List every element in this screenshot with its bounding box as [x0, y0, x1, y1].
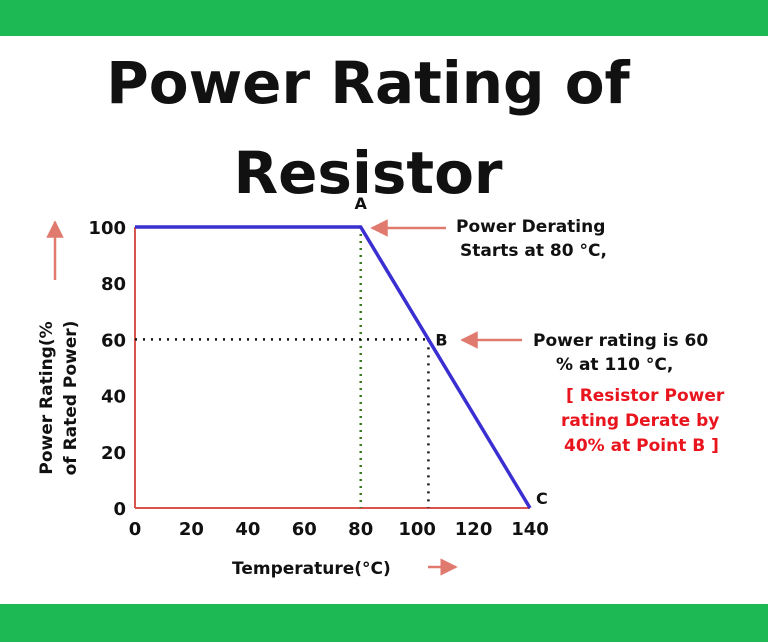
- x-tick-label: 0: [129, 519, 142, 540]
- title-line-2: Resistor: [233, 139, 503, 207]
- point-label-a: A: [355, 194, 368, 213]
- x-tick-label: 80: [348, 519, 373, 540]
- series-line: [135, 225, 532, 509]
- y-axis-label-line-2: of Rated Power): [61, 321, 81, 476]
- annotation-b-line-2: % at 110 °C,: [556, 355, 673, 375]
- annotation-a-line-1: Power Derating: [456, 217, 605, 237]
- annotation-b-line-1: Power rating is 60: [533, 331, 708, 351]
- note-line-3: 40% at Point B ]: [564, 436, 719, 456]
- x-tick-label: 100: [398, 519, 436, 540]
- y-tick-label: 0: [113, 499, 126, 520]
- x-tick-label: 20: [179, 519, 204, 540]
- y-tick-label: 80: [101, 274, 126, 295]
- y-tick-label: 20: [101, 443, 126, 464]
- x-tick-label: 140: [511, 519, 549, 540]
- x-tick-label: 120: [455, 519, 493, 540]
- x-tick-label: 40: [235, 519, 260, 540]
- x-axis-label: Temperature(°C): [232, 559, 391, 579]
- y-tick-label: 60: [101, 330, 126, 351]
- bottom-green-band: [0, 604, 768, 642]
- y-tick-label: 100: [88, 218, 126, 239]
- note-line-1: [ Resistor Power: [566, 386, 725, 406]
- annotation-a-line-2: Starts at 80 °C,: [460, 241, 607, 261]
- top-green-band: [0, 0, 768, 36]
- point-label-c: C: [536, 489, 548, 508]
- title-line-1: Power Rating of: [106, 49, 630, 117]
- x-tick-label: 60: [292, 519, 317, 540]
- y-axis-label-line-1: Power Rating(%: [37, 321, 57, 474]
- note-line-2: rating Derate by: [561, 411, 719, 431]
- y-tick-label: 40: [101, 387, 126, 408]
- point-label-b: B: [435, 330, 447, 349]
